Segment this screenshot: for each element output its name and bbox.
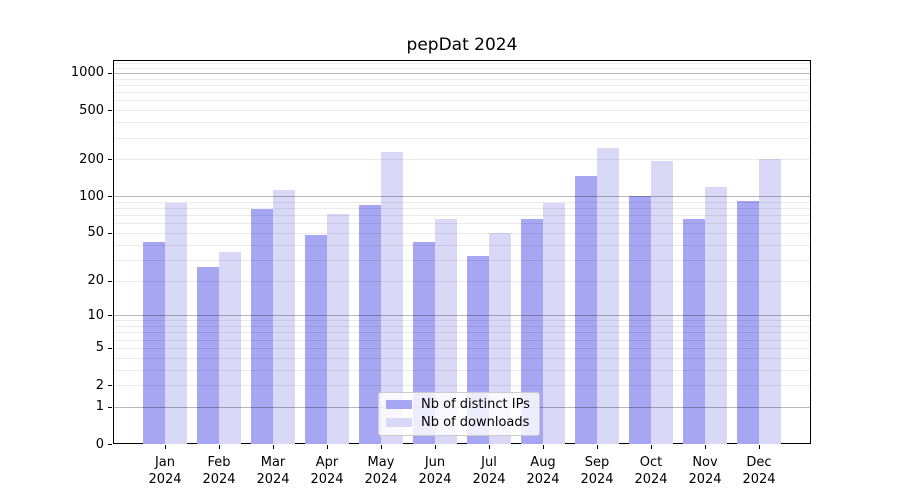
y-tick-5 [108,347,112,349]
x-tick-label-dec: Dec 2024 [742,455,776,487]
bar-downloads-sep [597,147,619,444]
x-tick-label-apr: Apr 2024 [310,455,344,487]
bar-distinct-ips-nov [683,219,705,444]
bar-distinct-ips-jan [143,242,165,444]
y-tick-label-500: 500 [79,102,104,118]
y-tick-label-5: 5 [95,340,104,356]
x-tick-mar [273,445,274,449]
y-tick-label-1000: 1000 [70,65,104,81]
bar-downloads-aug [543,202,565,444]
x-tick-label-jun: Jun 2024 [418,455,452,487]
y-tick-label-0: 0 [95,436,104,452]
bar-downloads-jun [435,219,457,444]
legend-item-distinct-ips: Nb of distinct IPs [386,397,530,412]
bar-downloads-jan [165,202,187,444]
y-tick-label-50: 50 [87,225,104,241]
x-tick-label-mar: Mar 2024 [256,455,290,487]
y-tick-label-1: 1 [95,399,104,415]
x-tick-label-jul: Jul 2024 [472,455,506,487]
x-tick-label-feb: Feb 2024 [202,455,236,487]
x-tick-sep [597,445,598,449]
x-tick-label-oct: Oct 2024 [634,455,668,487]
legend-label-downloads: Nb of downloads [421,415,530,430]
x-tick-label-nov: Nov 2024 [688,455,722,487]
bar-downloads-may [381,151,403,444]
y-tick-50 [108,232,112,234]
x-tick-label-aug: Aug 2024 [526,455,560,487]
bar-downloads-mar [273,189,295,444]
bar-distinct-ips-dec [737,200,759,444]
legend-swatch-downloads [386,418,412,427]
x-tick-jan [165,445,166,449]
y-tick-20 [108,280,112,282]
legend-label-distinct-ips: Nb of distinct IPs [421,397,530,412]
y-tick-2 [108,385,112,386]
y-tick-1000 [108,72,112,74]
x-tick-label-may: May 2024 [364,455,398,487]
bar-distinct-ips-mar [251,209,273,444]
x-tick-apr [327,445,328,449]
bar-distinct-ips-oct [629,196,651,444]
y-tick-500 [108,110,112,112]
x-tick-may [381,445,382,449]
y-tick-100 [108,196,112,198]
y-tick-label-200: 200 [79,151,104,167]
y-tick-1 [108,406,112,408]
bar-distinct-ips-may [359,205,381,444]
y-tick-label-20: 20 [87,273,104,288]
x-tick-jun [435,445,436,449]
chart-title: pepDat 2024 [406,35,518,55]
x-tick-feb [219,445,220,449]
bar-downloads-feb [219,251,241,444]
bar-distinct-ips-feb [197,267,219,444]
y-tick-label-10: 10 [87,307,104,323]
y-tick-200 [108,159,112,161]
y-tick-label-100: 100 [79,188,104,204]
bar-distinct-ips-apr [305,235,327,444]
bar-downloads-dec [759,159,781,444]
x-tick-jul [489,445,490,449]
legend: Nb of distinct IPs Nb of downloads [378,392,540,436]
x-tick-oct [651,445,652,449]
legend-swatch-distinct-ips [386,400,412,409]
bar-downloads-jul [489,232,511,444]
legend-item-downloads: Nb of downloads [386,415,530,430]
bar-distinct-ips-aug [521,219,543,444]
y-tick-label-2: 2 [95,377,104,393]
bar-downloads-nov [705,187,727,444]
bar-downloads-oct [651,160,673,444]
x-tick-label-jan: Jan 2024 [148,455,182,487]
x-tick-nov [705,445,706,449]
x-tick-dec [759,445,760,449]
bar-distinct-ips-sep [575,176,597,444]
y-tick-0 [108,444,112,445]
bar-downloads-apr [327,213,349,444]
y-tick-10 [108,315,112,317]
x-tick-aug [543,445,544,449]
x-tick-label-sep: Sep 2024 [580,455,614,487]
